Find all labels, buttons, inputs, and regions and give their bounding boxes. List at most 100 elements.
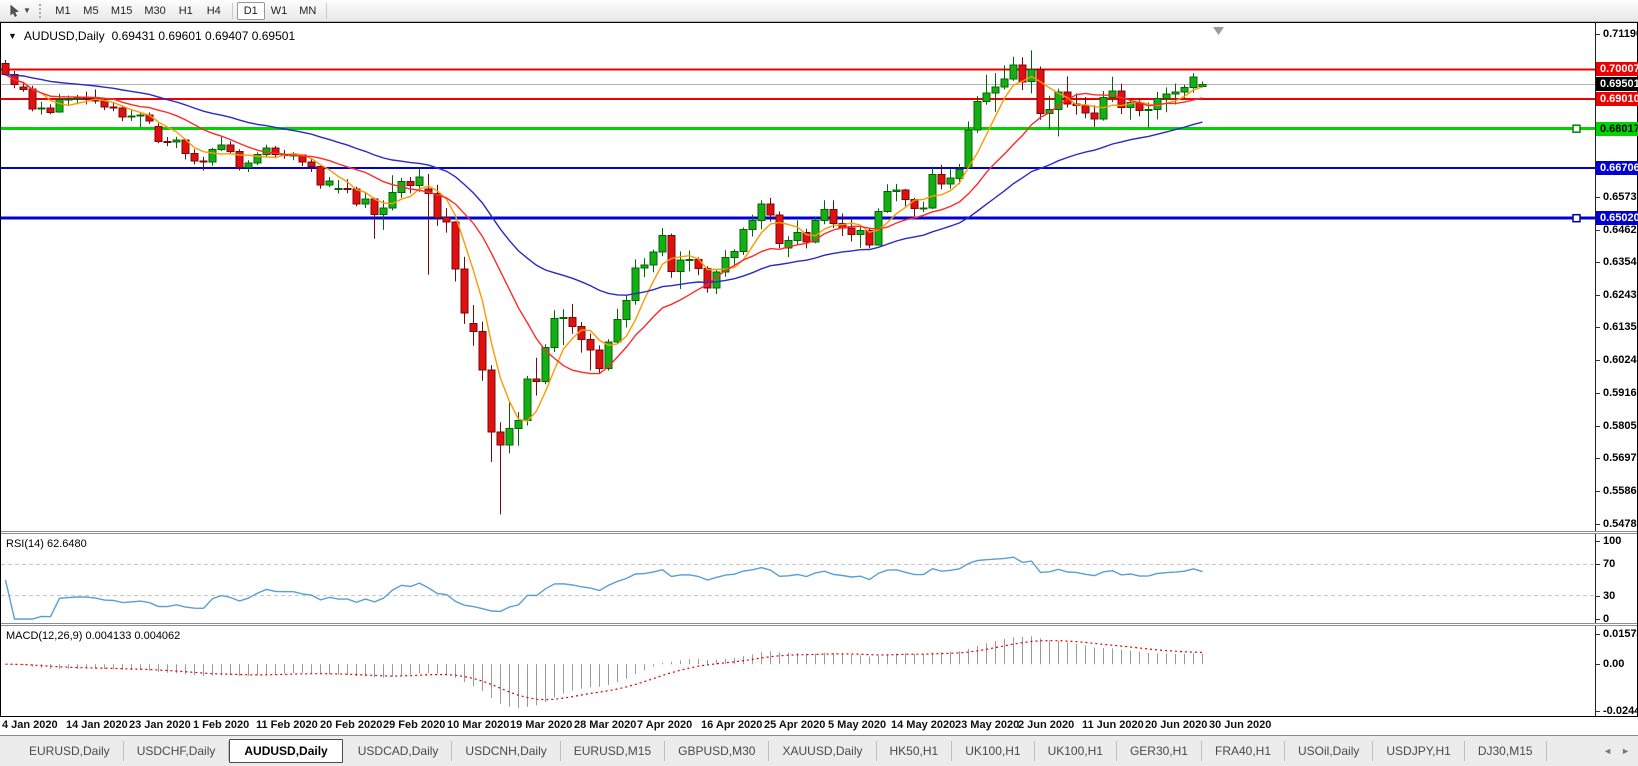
price-axis: 0.711900.679200.657300.646200.635400.624… — [1595, 23, 1638, 531]
candlestick-chart[interactable] — [1, 23, 1595, 531]
macd-label: MACD(12,26,9) 0.004133 0.004062 — [6, 630, 181, 642]
toolbar-separator — [231, 2, 233, 19]
timeframe-button-m5[interactable]: M5 — [83, 4, 99, 17]
chart-tab-usoil-daily[interactable]: USOil,Daily — [1285, 741, 1374, 761]
line-handle[interactable] — [1572, 124, 1581, 133]
top-toolbar: ▼ M1 M5 M15 M30 H1 H4 D1 W1 MN — [0, 0, 1638, 22]
chart-menu-triangle-icon[interactable]: ▼ — [8, 31, 17, 41]
rsi-chart — [1, 556, 1595, 620]
macd-axis: 0.015741 0.00 -0.024412 — [1595, 626, 1638, 718]
chart-tab-fra40-h1[interactable]: FRA40,H1 — [1202, 741, 1286, 761]
date-label: 30 Jun 2020 — [1209, 719, 1272, 731]
chart-tab-bar: EURUSD,Daily USDCHF,Daily AUDUSD,Daily USDC… — [0, 735, 1638, 766]
line-handle[interactable] — [1572, 213, 1581, 223]
date-label: 23 May 2020 — [955, 719, 1020, 731]
macd-tick: 0.015741 — [1596, 628, 1638, 641]
chart-tab-audusd-daily[interactable]: AUDUSD,Daily — [229, 739, 343, 763]
date-label: 14 May 2020 — [891, 719, 956, 731]
price-badge-0.70007: 0.70007 — [1596, 62, 1638, 76]
chart-tab-uk100-h1[interactable]: UK100,H1 — [1035, 741, 1117, 761]
chart-tab-dj30-m15[interactable]: DJ30,M15 — [1465, 741, 1547, 761]
rsi-tick: 0 — [1596, 613, 1637, 626]
chart-tab-usdjpy-h1[interactable]: USDJPY,H1 — [1373, 741, 1465, 761]
timeframe-button-w1[interactable]: W1 — [270, 4, 288, 17]
rsi-tick: 70 — [1596, 558, 1637, 571]
timeframe-button-d1[interactable]: D1 — [236, 1, 265, 20]
date-label: 20 Feb 2020 — [320, 719, 383, 731]
date-label: 29 Feb 2020 — [383, 719, 446, 731]
date-label: 2 Jun 2020 — [1018, 719, 1075, 731]
date-label: 4 Jan 2020 — [2, 719, 58, 731]
rsi-tick: 100 — [1596, 535, 1637, 548]
timeframe-group: M1 M5 M15 M30 H1 H4 D1 W1 MN — [49, 1, 331, 20]
chart-tab-eurusd-m15[interactable]: EURUSD,M15 — [561, 741, 666, 761]
date-label: 1 Feb 2020 — [193, 719, 250, 731]
macd-pane[interactable]: MACD(12,26,9) 0.004133 0.004062 0.015741… — [1, 623, 1638, 718]
macd-tick: 0.00 — [1596, 658, 1637, 671]
chevron-down-icon[interactable]: ▼ — [23, 6, 31, 15]
cursor-tool-icon — [10, 4, 19, 17]
rsi-line — [4, 556, 1203, 620]
chart-tab-ger30-h1[interactable]: GER30,H1 — [1117, 741, 1202, 761]
timeframe-button-m1[interactable]: M1 — [55, 4, 71, 17]
price-badge-0.68017: 0.68017 — [1596, 122, 1638, 136]
toolbar-grip[interactable] — [38, 3, 43, 18]
macd-chart — [5, 636, 1203, 709]
price-chart-pane[interactable]: ▼ AUDUSD,Daily 0.69431 0.69601 0.69407 0… — [1, 23, 1638, 531]
macd-tick: -0.024412 — [1596, 705, 1638, 718]
chart-tab-eurusd-daily[interactable]: EURUSD,Daily — [16, 741, 124, 761]
date-label: 19 Mar 2020 — [510, 719, 573, 731]
price-badge-0.65020: 0.65020 — [1596, 211, 1638, 225]
chart-symbol-period: AUDUSD,Daily — [23, 29, 105, 43]
date-label: 20 Jun 2020 — [1145, 719, 1208, 731]
chart-tab-usdcnh-daily[interactable]: USDCNH,Daily — [452, 741, 561, 761]
date-label: 10 Mar 2020 — [447, 719, 510, 731]
tab-scroll-left-icon[interactable]: ◄ — [1603, 746, 1613, 756]
ma-fast-line — [5, 73, 1203, 422]
timeframe-button-mn[interactable]: MN — [299, 4, 317, 17]
ma-medium-line — [5, 73, 1203, 375]
date-label: 14 Jan 2020 — [66, 719, 128, 731]
date-label: 7 Apr 2020 — [637, 719, 693, 731]
date-label: 11 Feb 2020 — [256, 719, 318, 731]
price-badge-0.66706: 0.66706 — [1596, 161, 1638, 175]
rsi-tick: 30 — [1596, 590, 1637, 603]
date-label: 11 Jun 2020 — [1082, 719, 1144, 731]
chart-title: ▼ AUDUSD,Daily 0.69431 0.69601 0.69407 0… — [8, 29, 295, 43]
timeframe-button-m15[interactable]: M15 — [110, 4, 133, 17]
timeframe-button-h1[interactable]: H1 — [178, 4, 193, 17]
chart-tab-usdchf-daily[interactable]: USDCHF,Daily — [124, 741, 230, 761]
chart-tab-hk50-h1[interactable]: HK50,H1 — [877, 741, 953, 761]
chart-tab-gbpusd-m30[interactable]: GBPUSD,M30 — [665, 741, 770, 761]
tab-scroll-right-icon[interactable]: ► — [1621, 746, 1630, 756]
candlesticks — [1, 63, 1207, 446]
tab-scroll-nav: ◄ ► — [1603, 746, 1630, 756]
price-badge-0.69501: 0.69501 — [1596, 77, 1638, 91]
toolbar-separator — [326, 2, 328, 19]
rsi-pane[interactable]: RSI(14) 62.6480 100 70 30 0 — [1, 531, 1637, 626]
cursor-tool-button[interactable]: ▼ — [4, 2, 35, 19]
date-axis: 4 Jan 2020 14 Jan 2020 23 Jan 2020 1 Feb 20… — [0, 717, 1638, 735]
date-label: 28 Mar 2020 — [574, 719, 637, 731]
timeframe-button-m30[interactable]: M30 — [144, 4, 166, 17]
date-label: 16 Apr 2020 — [701, 719, 763, 731]
timeframe-button-h4[interactable]: H4 — [206, 4, 221, 17]
rsi-axis: 100 70 30 0 — [1595, 534, 1637, 626]
chart-tab-uk100-h1[interactable]: UK100,H1 — [952, 741, 1035, 761]
chart-tab-xauusd-daily[interactable]: XAUUSD,Daily — [769, 741, 877, 761]
chart-tab-usdcad-daily[interactable]: USDCAD,Daily — [345, 741, 453, 761]
chart-shift-marker-icon[interactable] — [1213, 27, 1224, 35]
macd-histogram — [14, 636, 1203, 709]
date-label: 23 Jan 2020 — [129, 719, 191, 731]
